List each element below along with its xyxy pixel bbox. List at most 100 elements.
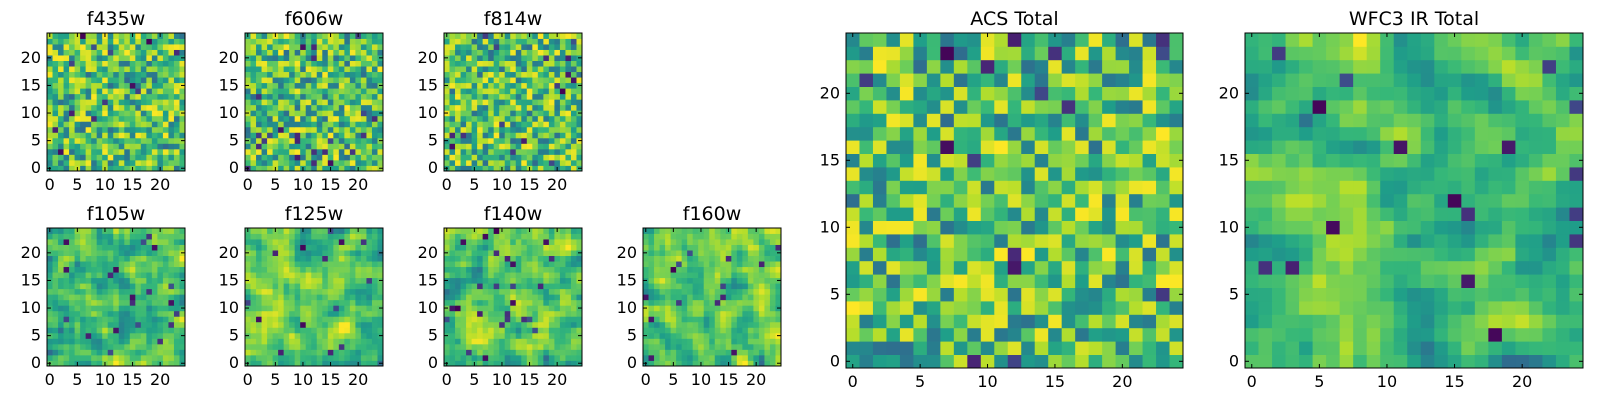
heatmap-cell [371, 288, 378, 295]
heatmap-cell [366, 332, 373, 339]
heatmap-cell [349, 71, 356, 78]
heatmap-cell [543, 66, 550, 73]
heatmap-cell [532, 38, 539, 45]
heatmap-cell [256, 321, 262, 328]
heatmap-cell [129, 49, 136, 56]
heatmap-cell [460, 288, 467, 295]
heatmap-cell [720, 299, 727, 306]
heatmap-cell [980, 314, 995, 329]
heatmap-cell [63, 88, 70, 95]
heatmap-cell [322, 104, 329, 111]
heatmap-cell [283, 82, 290, 89]
heatmap-cell [80, 327, 87, 334]
heatmap-cell [576, 349, 583, 356]
heatmap-cell [102, 148, 109, 155]
heatmap-cell [648, 272, 655, 279]
heatmap-cell [80, 165, 87, 172]
heatmap-cell [256, 316, 262, 323]
heatmap-cell [151, 255, 158, 262]
heatmap-cell [471, 310, 478, 317]
heatmap-cell [179, 121, 186, 128]
heatmap-cell [698, 233, 705, 240]
heatmap-cell [300, 88, 307, 95]
heatmap-cell [261, 338, 268, 345]
heatmap-cell [58, 343, 64, 350]
heatmap-cell [543, 110, 550, 117]
heatmap-cell [526, 261, 533, 268]
heatmap-cell [1129, 274, 1143, 288]
heatmap-cell [157, 294, 164, 301]
heatmap-cell [477, 115, 484, 122]
heatmap-cell [654, 316, 660, 323]
heatmap-cell [96, 354, 103, 361]
heatmap-cell [371, 148, 378, 155]
heatmap-cell [91, 60, 98, 67]
heatmap-cell [482, 132, 489, 139]
heatmap-cell [140, 349, 147, 356]
heatmap-cell [775, 327, 782, 334]
heatmap-cell [316, 88, 323, 95]
heatmap-cell [151, 115, 158, 122]
heatmap-cell [58, 104, 64, 111]
heatmap-cell [449, 354, 456, 361]
heatmap-cell [157, 310, 164, 317]
heatmap-cell [300, 299, 307, 306]
heatmap-cell [554, 110, 561, 117]
heatmap-cell [96, 294, 103, 301]
heatmap-cell [859, 314, 874, 329]
heatmap-cell [52, 165, 59, 172]
heatmap-cell [548, 272, 555, 279]
heatmap-cell [654, 294, 660, 301]
heatmap-cell [58, 38, 64, 45]
heatmap-cell [698, 343, 705, 350]
heatmap-cell [554, 148, 561, 155]
heatmap-cell [250, 299, 257, 306]
heatmap-cell [294, 115, 301, 122]
heatmap-cell [118, 255, 125, 262]
heatmap-cell [371, 233, 378, 240]
heatmap-cell [953, 287, 968, 302]
heatmap-cell [455, 143, 461, 150]
heatmap-cell [477, 110, 484, 117]
heatmap-cell [140, 288, 147, 295]
heatmap-cell [886, 153, 901, 168]
heatmap-cell [360, 44, 367, 50]
heatmap-cell [261, 332, 268, 339]
heatmap-cell [168, 316, 175, 323]
heatmap-cell [118, 261, 125, 268]
x-tick-label: 15 [122, 175, 142, 194]
heatmap-cell [665, 288, 671, 295]
heatmap-cell [466, 338, 472, 345]
heatmap-cell [283, 272, 290, 279]
heatmap-cell [1021, 234, 1036, 248]
heatmap-cell [543, 159, 550, 166]
heatmap-cell [305, 115, 312, 122]
heatmap-cell [168, 82, 175, 89]
heatmap-cell [493, 137, 500, 144]
heatmap-cell [565, 115, 572, 122]
heatmap-cell [52, 343, 59, 350]
heatmap-cell [994, 153, 1009, 168]
heatmap-cell [311, 343, 318, 350]
heatmap-cell [349, 115, 356, 122]
heatmap-cell [926, 354, 941, 369]
heatmap-cell [74, 49, 81, 56]
heatmap-cell [300, 82, 307, 89]
heatmap-cell [543, 277, 550, 284]
heatmap-cell [703, 239, 710, 245]
heatmap-cell [85, 321, 92, 328]
heatmap-cell [322, 327, 329, 334]
heatmap-cell [980, 354, 995, 369]
heatmap-cell [140, 143, 147, 150]
heatmap-cell [173, 82, 180, 89]
heatmap-cell [96, 321, 103, 328]
heatmap-cell [151, 299, 158, 306]
heatmap-cell [482, 49, 489, 56]
heatmap-cell [515, 55, 522, 61]
heatmap-cell [162, 338, 169, 345]
heatmap-cell [327, 71, 334, 78]
heatmap-cell [355, 60, 362, 67]
heatmap-cell [953, 180, 968, 195]
heatmap-cell [124, 294, 131, 301]
